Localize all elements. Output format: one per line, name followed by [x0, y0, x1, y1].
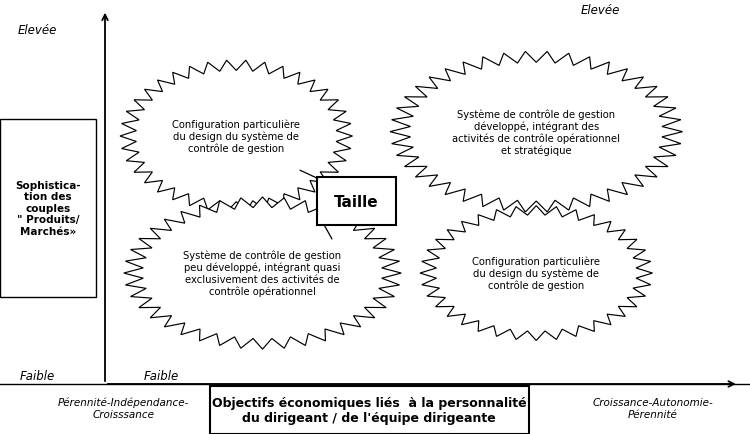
Text: Elevée: Elevée	[580, 4, 620, 17]
Text: Sophistica-
tion des
couples
" Produits/
Marchés»: Sophistica- tion des couples " Produits/…	[15, 180, 81, 237]
Text: Croissance-Autonomie-
Pérennité: Croissance-Autonomie- Pérennité	[592, 397, 712, 419]
Text: Système de contrôle de gestion
peu développé, intégrant quasi
exclusivement des : Système de contrôle de gestion peu dével…	[184, 250, 341, 296]
Text: Système de contrôle de gestion
développé, intégrant des
activités de contrôle op: Système de contrôle de gestion développé…	[452, 109, 620, 156]
FancyBboxPatch shape	[0, 119, 96, 297]
FancyBboxPatch shape	[210, 386, 529, 434]
Text: Objectifs économiques liés  à la personnalité
du dirigeant / de l'équipe dirigea: Objectifs économiques liés à la personna…	[212, 396, 526, 424]
Text: Faible: Faible	[144, 369, 178, 382]
Text: Taille: Taille	[334, 194, 379, 209]
Polygon shape	[390, 53, 682, 212]
Text: Pérennité-Indépendance-
Croisssance: Pérennité-Indépendance- Croisssance	[58, 397, 190, 419]
Polygon shape	[124, 197, 401, 349]
Text: Elevée: Elevée	[18, 24, 57, 37]
FancyBboxPatch shape	[316, 178, 396, 226]
Polygon shape	[420, 206, 652, 341]
Polygon shape	[120, 61, 352, 212]
Text: Configuration particulière
du design du système de
contrôle de gestion: Configuration particulière du design du …	[472, 256, 600, 291]
Text: Faible: Faible	[20, 369, 56, 382]
Text: Configuration particulière
du design du système de
contrôle de gestion: Configuration particulière du design du …	[172, 119, 300, 154]
